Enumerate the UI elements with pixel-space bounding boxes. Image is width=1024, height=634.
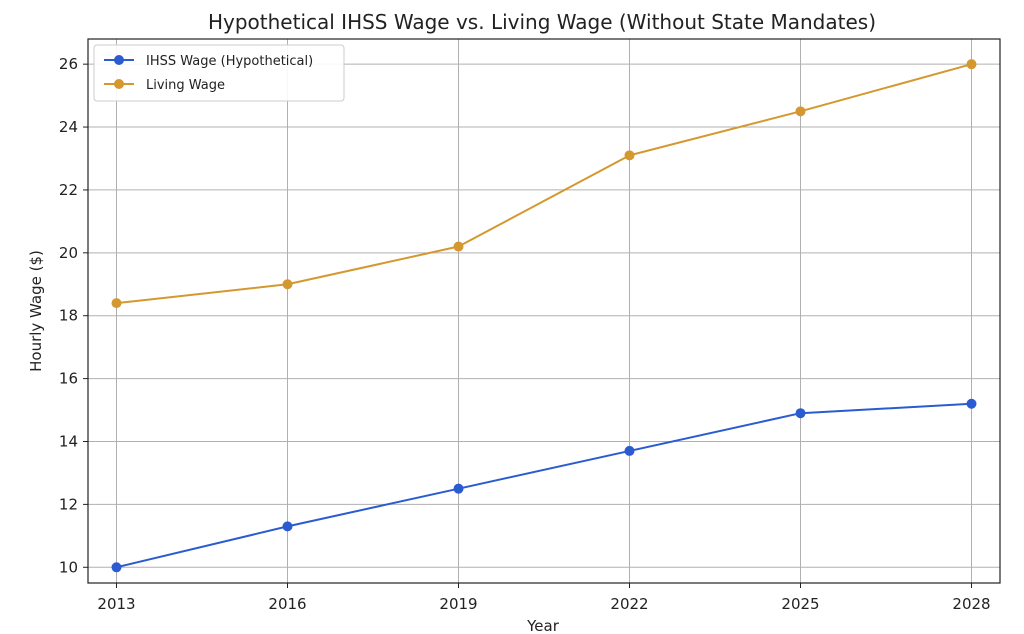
y-tick-label: 12	[59, 495, 78, 513]
x-tick-label: 2016	[268, 595, 306, 613]
legend-marker	[114, 55, 124, 65]
y-tick-label: 24	[59, 118, 78, 136]
series-1	[111, 398, 977, 573]
data-point	[111, 298, 122, 309]
series-lines	[111, 59, 977, 573]
data-point	[453, 241, 464, 252]
y-tick-label: 16	[59, 370, 78, 388]
legend-label: Living Wage	[146, 78, 225, 93]
data-point	[795, 106, 806, 117]
legend-marker	[114, 79, 124, 89]
y-axis-label: Hourly Wage ($)	[27, 250, 45, 372]
legend: IHSS Wage (Hypothetical) Living Wage	[93, 44, 345, 102]
data-point	[282, 279, 293, 290]
y-tick-label: 18	[59, 307, 78, 325]
x-tick-label: 2013	[97, 595, 135, 613]
data-point	[624, 150, 635, 161]
series-line	[116, 402, 972, 569]
legend-box	[93, 44, 345, 102]
series-line	[116, 63, 972, 305]
x-tick-label: 2025	[781, 595, 819, 613]
y-tick-label: 14	[59, 432, 78, 450]
x-tick-label: 2019	[439, 595, 477, 613]
x-tick-label: 2022	[610, 595, 648, 613]
y-tick-label: 20	[59, 244, 78, 262]
y-tick-label: 22	[59, 181, 78, 199]
legend-label: IHSS Wage (Hypothetical)	[146, 54, 313, 69]
y-tick-label: 10	[59, 558, 78, 576]
y-tick-label: 26	[59, 55, 78, 73]
chart-title: Hypothetical IHSS Wage vs. Living Wage (…	[208, 10, 876, 34]
data-point	[111, 562, 122, 573]
data-point	[453, 483, 464, 494]
x-tick-label: 2028	[952, 595, 990, 613]
data-point	[795, 408, 806, 419]
series-2	[111, 59, 977, 309]
data-point	[624, 445, 635, 456]
plot-frame	[87, 38, 1001, 584]
x-axis-label: Year	[526, 617, 560, 634]
grid-lines	[88, 39, 1000, 583]
data-point	[966, 59, 977, 70]
data-point	[966, 398, 977, 409]
tick-labels: 2013 2016 2019 2022 2025 20281012141618202224…	[59, 55, 991, 613]
data-point	[282, 521, 293, 532]
